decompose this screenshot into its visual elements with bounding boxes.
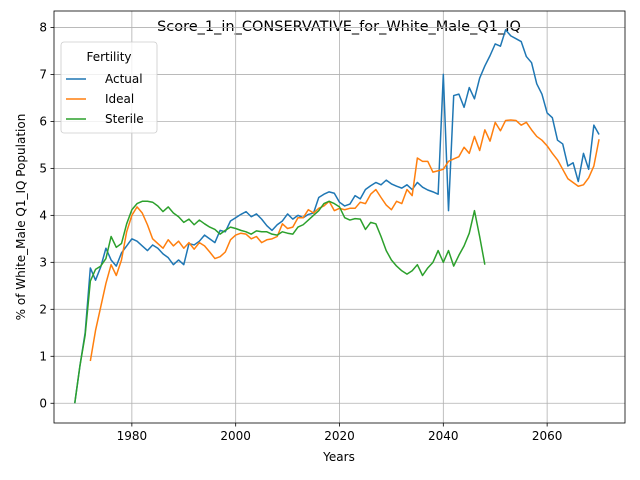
- axis-ticks: 1980 2000 2020 2040 2060 0 1 2 3 4 5 6 7 8: [39, 20, 562, 443]
- legend-label-sterile: Sterile: [105, 112, 144, 126]
- chart-title: Score_1_in_CONSERVATIVE_for_White_Male_Q…: [157, 19, 521, 35]
- y-tick-label: 3: [39, 255, 47, 269]
- x-tick-label: 2040: [428, 429, 459, 443]
- x-axis-label: Years: [322, 450, 355, 464]
- legend-label-ideal: Ideal: [105, 92, 134, 106]
- series-lines: [74, 29, 600, 404]
- series-line-ideal: [89, 119, 600, 362]
- y-tick-label: 0: [39, 396, 47, 410]
- y-tick-label: 2: [39, 302, 47, 316]
- legend: Fertility Actual Ideal Sterile: [60, 41, 158, 134]
- x-tick-label: 2060: [532, 429, 563, 443]
- y-tick-label: 6: [39, 114, 47, 128]
- x-tick-label: 2020: [324, 429, 355, 443]
- y-tick-label: 8: [39, 20, 47, 34]
- y-tick-label: 7: [39, 67, 47, 81]
- grid: [54, 11, 625, 423]
- series-line-actual: [74, 29, 600, 404]
- x-tick-label: 2000: [220, 429, 251, 443]
- legend-title: Fertility: [86, 50, 131, 64]
- legend-label-actual: Actual: [105, 72, 143, 86]
- legend-box: [60, 41, 158, 134]
- y-tick-label: 4: [39, 208, 47, 222]
- x-tick-label: 1980: [117, 429, 148, 443]
- y-axis-label: % of White_Male Q1_IQ Population: [14, 114, 28, 321]
- y-tick-label: 5: [39, 161, 47, 175]
- y-tick-label: 1: [39, 349, 47, 363]
- series-line-sterile: [74, 200, 486, 404]
